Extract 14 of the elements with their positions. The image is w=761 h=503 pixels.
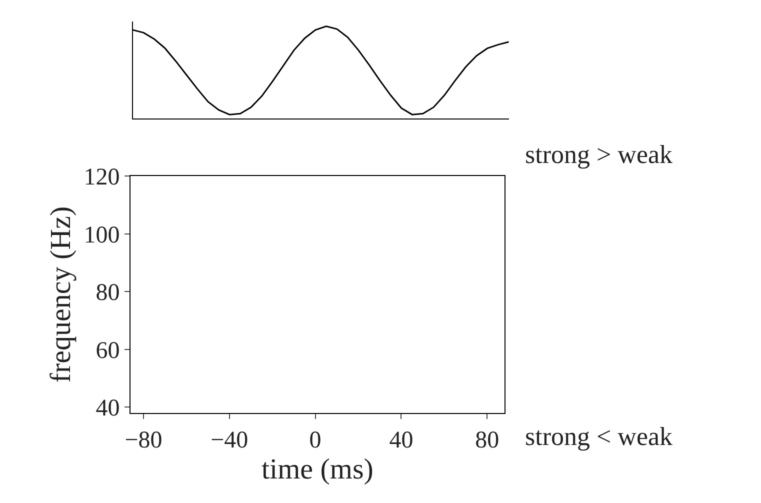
x-tick-label: 0 xyxy=(309,428,322,454)
y-axis-title: frequency (Hz) xyxy=(45,206,78,383)
x-tick-label: −40 xyxy=(210,428,248,454)
y-tick-label: 40 xyxy=(96,396,120,422)
x-axis-title: time (ms) xyxy=(261,454,374,486)
y-tick-label: 120 xyxy=(84,164,120,191)
x-tick-label: 80 xyxy=(475,428,500,454)
text: strong < weak xyxy=(525,422,673,451)
x-tick-label: 40 xyxy=(389,428,414,454)
y-tick-label: 80 xyxy=(96,280,120,306)
text: strong > weak xyxy=(525,140,673,169)
x-tick-label: −80 xyxy=(124,428,162,454)
y-tick-label: 60 xyxy=(96,338,120,364)
y-tick-label: 100 xyxy=(84,222,120,248)
